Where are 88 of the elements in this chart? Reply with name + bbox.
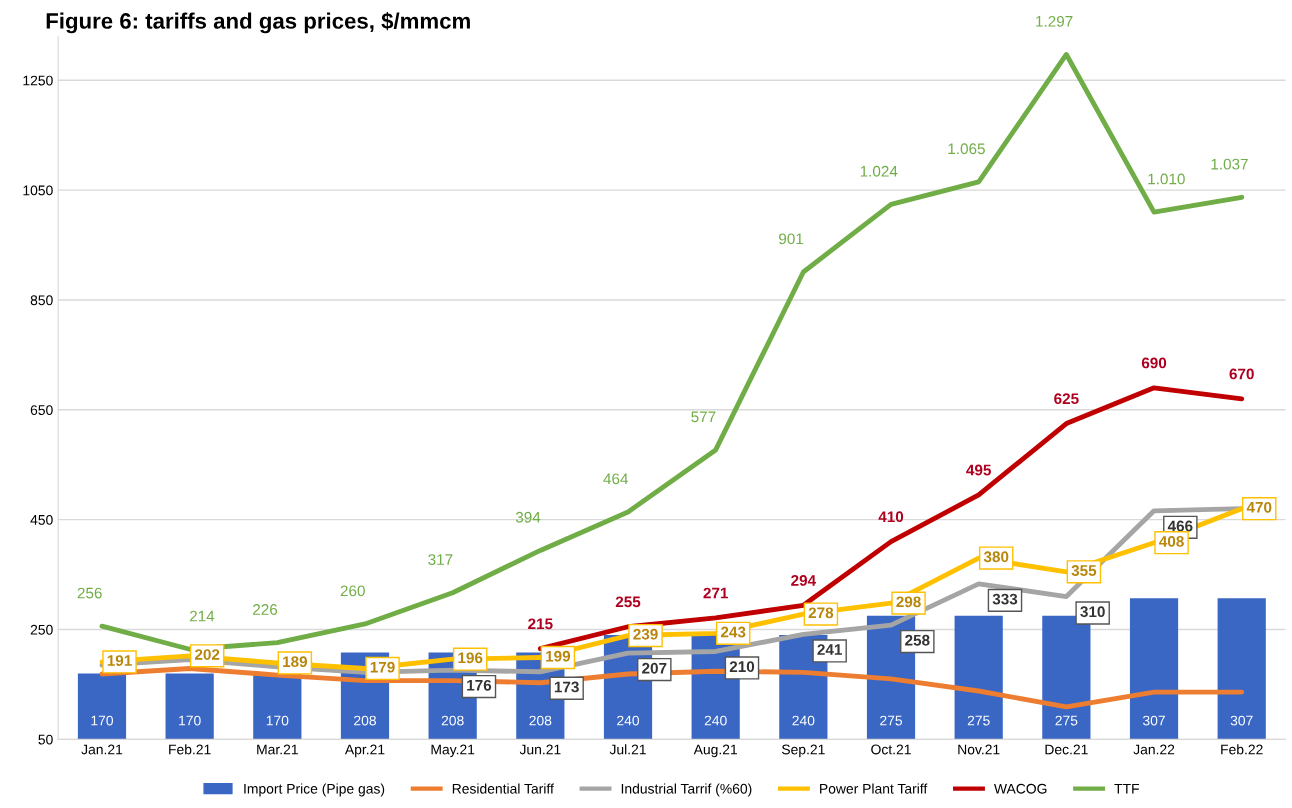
data-label: 241 xyxy=(817,644,842,655)
data-label: 173 xyxy=(554,681,579,693)
data-label: 470 xyxy=(1246,501,1272,513)
data-label: 170 xyxy=(91,715,114,726)
x-tick-label: Oct.21 xyxy=(871,744,911,755)
data-label: 199 xyxy=(546,650,571,662)
data-label: 625 xyxy=(1054,393,1079,405)
x-tick-label: Nov.21 xyxy=(958,744,1000,755)
data-label: 307 xyxy=(1142,715,1165,726)
data-label: 208 xyxy=(441,715,464,726)
data-label: 577 xyxy=(691,411,716,423)
y-tick-label: 850 xyxy=(30,295,53,306)
data-label: 495 xyxy=(966,464,992,476)
data-label: 1.065 xyxy=(948,143,985,155)
data-label: 176 xyxy=(467,679,492,691)
y-tick-label: 50 xyxy=(38,734,53,745)
y-tick-label: 1250 xyxy=(23,75,53,86)
data-label: 278 xyxy=(808,607,834,619)
data-label: 690 xyxy=(1141,357,1167,369)
data-label: 258 xyxy=(905,634,930,646)
chart-title: Figure 6: tariffs and gas prices, $/mmcm xyxy=(46,12,470,34)
legend-label: TTF xyxy=(1114,783,1139,794)
y-tick-label: 250 xyxy=(30,624,53,635)
data-label: 275 xyxy=(967,715,990,726)
data-label: 208 xyxy=(529,715,552,726)
legend-label: Power Plant Tariff xyxy=(820,783,928,794)
data-label: 215 xyxy=(528,618,553,630)
x-tick-label: Mar.21 xyxy=(257,744,298,755)
data-label: 260 xyxy=(340,585,365,597)
data-label: 196 xyxy=(458,652,483,664)
data-label: 298 xyxy=(896,596,921,608)
y-tick-label: 1050 xyxy=(23,185,53,196)
x-tick-label: Apr.21 xyxy=(344,744,385,758)
data-label: 240 xyxy=(704,715,727,726)
x-tick-label: Feb.21 xyxy=(169,744,211,755)
data-label: 239 xyxy=(633,628,658,640)
x-tick-label: Dec.21 xyxy=(1045,744,1088,755)
data-label: 294 xyxy=(791,575,817,586)
legend-label: WACOG xyxy=(994,783,1047,794)
data-label: 243 xyxy=(721,626,746,638)
legend-label: Import Price (Pipe gas) xyxy=(244,783,385,797)
data-label: 1.010 xyxy=(1148,173,1185,185)
data-label: 1.297 xyxy=(1036,15,1073,27)
data-label: 189 xyxy=(283,656,308,668)
x-tick-label: Sep.21 xyxy=(781,744,825,758)
data-label: 208 xyxy=(354,715,376,726)
data-label: 226 xyxy=(253,604,278,615)
legend-label: Residential Tariff xyxy=(452,783,554,794)
data-label: 240 xyxy=(792,715,815,726)
y-tick-label: 450 xyxy=(30,514,53,525)
data-label: 275 xyxy=(880,715,903,726)
data-label: 317 xyxy=(428,554,453,565)
data-label: 1.037 xyxy=(1211,158,1248,170)
data-label: 210 xyxy=(729,661,755,673)
data-label: 408 xyxy=(1159,535,1184,547)
data-label: 255 xyxy=(615,596,641,608)
data-label: 170 xyxy=(266,715,289,726)
data-label: 410 xyxy=(878,511,904,523)
data-label: 355 xyxy=(1071,565,1097,576)
data-label: 170 xyxy=(179,715,201,726)
data-label: 202 xyxy=(194,649,220,660)
x-tick-label: Jun.21 xyxy=(519,744,561,755)
data-label: 307 xyxy=(1230,715,1253,726)
x-tick-label: May.21 xyxy=(431,744,475,758)
data-label: 240 xyxy=(617,715,640,726)
y-tick-label: 650 xyxy=(30,405,53,415)
data-label: 275 xyxy=(1055,715,1078,726)
data-label: 1.024 xyxy=(860,165,898,177)
data-label: 333 xyxy=(992,593,1018,605)
data-label: 214 xyxy=(189,610,215,622)
data-label: 380 xyxy=(983,551,1009,563)
x-tick-label: Jan.21 xyxy=(81,744,123,755)
data-label: 271 xyxy=(703,587,728,599)
data-label: 466 xyxy=(1167,520,1193,532)
data-label: 179 xyxy=(370,661,395,673)
data-label: 310 xyxy=(1080,606,1105,618)
data-label: 191 xyxy=(107,655,132,666)
data-label: 670 xyxy=(1229,368,1254,380)
x-tick-label: Feb.22 xyxy=(1221,744,1263,755)
x-tick-label: Aug.21 xyxy=(693,744,738,758)
data-label: 394 xyxy=(515,511,541,523)
data-label: 901 xyxy=(779,233,804,245)
x-tick-label: Jan.22 xyxy=(1133,744,1175,755)
data-label: 256 xyxy=(77,587,102,599)
legend-label: Industrial Tarrif (%60) xyxy=(621,783,752,797)
data-label: 207 xyxy=(642,662,667,674)
x-tick-label: Jul.21 xyxy=(609,744,646,755)
data-label: 464 xyxy=(603,473,629,485)
